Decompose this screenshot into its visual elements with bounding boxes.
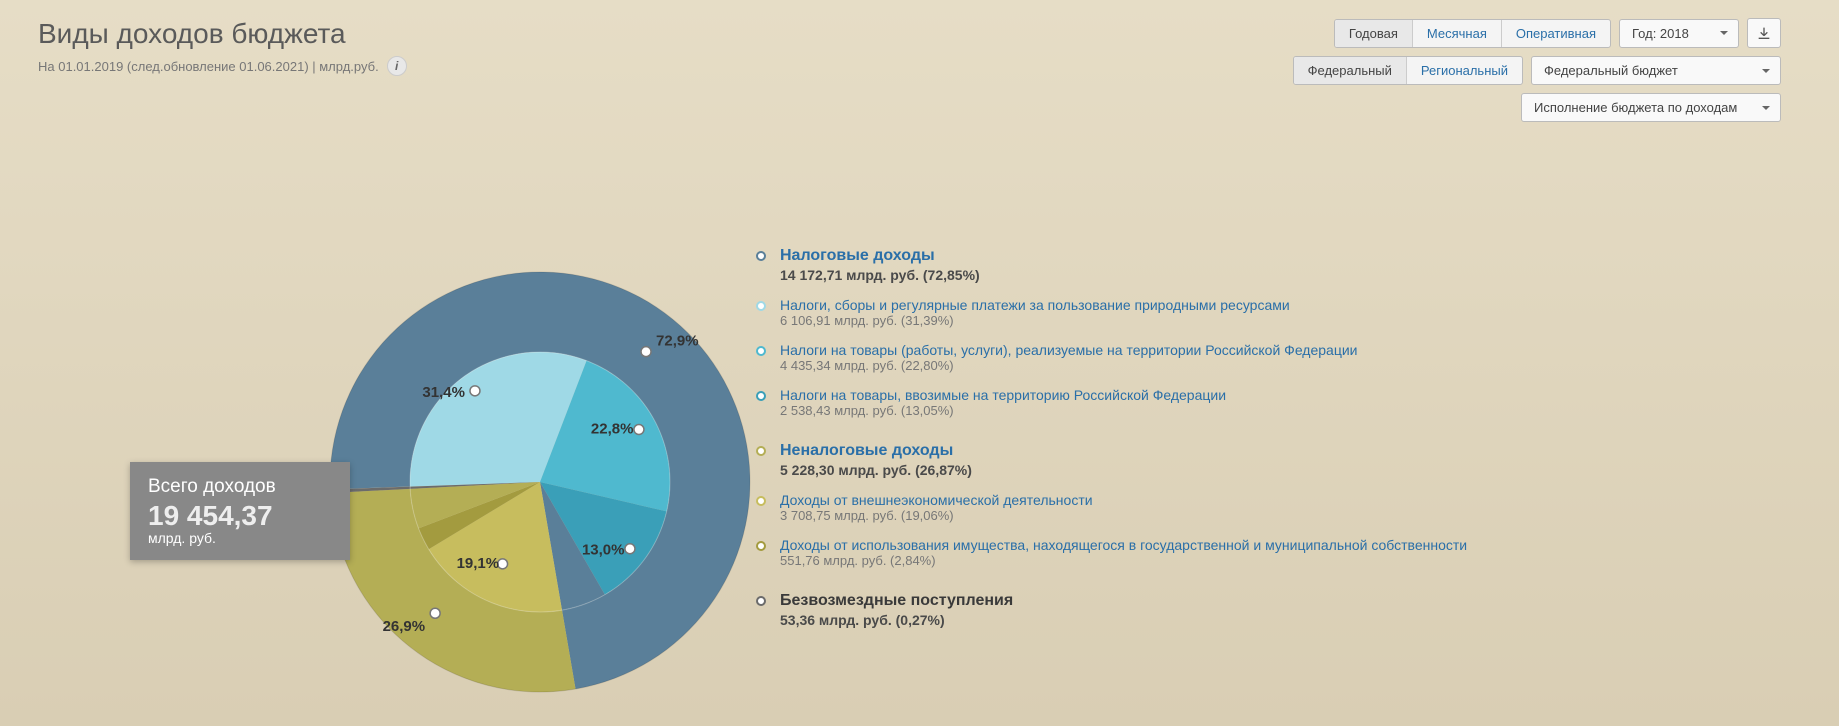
legend-dot <box>756 496 766 506</box>
legend-group-sum: 5 228,30 млрд. руб. (26,87%) <box>780 462 1530 478</box>
total-value: 19 454,37 <box>148 502 332 530</box>
metric-select-label: Исполнение бюджета по доходам <box>1534 100 1737 115</box>
legend-item-name[interactable]: Налоги, сборы и регулярные платежи за по… <box>780 297 1530 313</box>
pct-dot <box>625 544 635 554</box>
legend-item-name[interactable]: Налоги на товары (работы, услуги), реали… <box>780 342 1530 358</box>
page: Виды доходов бюджета На 01.01.2019 (след… <box>0 0 1839 726</box>
pct-label: 72,9% <box>656 333 699 350</box>
page-title: Виды доходов бюджета <box>38 18 407 50</box>
legend-group-title[interactable]: Неналоговые доходы <box>780 442 1530 460</box>
budget-select[interactable]: Федеральный бюджет <box>1531 56 1781 85</box>
download-button[interactable] <box>1747 18 1781 48</box>
year-select-label: Год: 2018 <box>1632 26 1689 41</box>
pie-chart: 72,9% 26,9% 31,4% 22,8% 13,0% 19,1% <box>320 232 780 726</box>
legend-block: Неналоговые доходы 5 228,30 млрд. руб. (2… <box>780 442 1530 568</box>
pct-dot <box>641 347 651 357</box>
header: Виды доходов бюджета На 01.01.2019 (след… <box>0 0 1839 122</box>
legend-item: Налоги на товары (работы, услуги), реали… <box>780 342 1530 373</box>
legend-block: Налоговые доходы 14 172,71 млрд. руб. (72… <box>780 247 1530 418</box>
legend-group-title[interactable]: Налоговые доходы <box>780 247 1530 265</box>
legend-item-name[interactable]: Доходы от внешнеэкономической деятельнос… <box>780 492 1530 508</box>
controls: Годовая Месячная Оперативная Год: 2018 Ф… <box>1293 18 1801 122</box>
legend-item: Доходы от использования имущества, наход… <box>780 537 1530 568</box>
period-segment: Годовая Месячная Оперативная <box>1334 19 1611 48</box>
legend-item: Налоги, сборы и регулярные платежи за по… <box>780 297 1530 328</box>
pct-label: 26,9% <box>383 618 426 635</box>
pct-dot <box>430 608 440 618</box>
budget-select-label: Федеральный бюджет <box>1544 63 1678 78</box>
legend-dot <box>756 541 766 551</box>
total-label: Всего доходов <box>148 476 332 498</box>
legend-group-title: Безвозмездные поступления <box>780 592 1530 610</box>
legend-item-name[interactable]: Доходы от использования имущества, наход… <box>780 537 1530 553</box>
legend-item-sum: 551,76 млрд. руб. (2,84%) <box>780 553 1530 568</box>
legend-dot <box>756 596 766 606</box>
level-segment: Федеральный Региональный <box>1293 56 1523 85</box>
total-box: Всего доходов 19 454,37 млрд. руб. <box>130 462 350 560</box>
main: Всего доходов 19 454,37 млрд. руб. 72,9%… <box>0 132 1839 726</box>
year-select[interactable]: Год: 2018 <box>1619 19 1739 48</box>
metric-select[interactable]: Исполнение бюджета по доходам <box>1521 93 1781 122</box>
legend-item-sum: 3 708,75 млрд. руб. (19,06%) <box>780 508 1530 523</box>
legend-item-name[interactable]: Налоги на товары, ввозимые на территорию… <box>780 387 1530 403</box>
pct-label: 22,8% <box>591 420 634 437</box>
pct-label: 19,1% <box>457 555 500 572</box>
download-icon <box>1756 25 1772 41</box>
info-icon[interactable]: i <box>387 56 407 76</box>
pct-label: 13,0% <box>582 542 625 559</box>
legend-block: Безвозмездные поступления 53,36 млрд. руб… <box>780 592 1530 628</box>
legend-item-sum: 2 538,43 млрд. руб. (13,05%) <box>780 403 1530 418</box>
period-operative-button[interactable]: Оперативная <box>1501 20 1610 47</box>
pct-dot <box>634 424 644 434</box>
period-annual-button[interactable]: Годовая <box>1335 20 1412 47</box>
legend-dot <box>756 346 766 356</box>
legend-item-sum: 4 435,34 млрд. руб. (22,80%) <box>780 358 1530 373</box>
legend-item: Доходы от внешнеэкономической деятельнос… <box>780 492 1530 523</box>
subtitle-text: На 01.01.2019 (след.обновление 01.06.202… <box>38 59 379 74</box>
legend-dot <box>756 251 766 261</box>
legend-group-sum: 14 172,71 млрд. руб. (72,85%) <box>780 267 1530 283</box>
level-regional-button[interactable]: Региональный <box>1406 57 1522 84</box>
total-unit: млрд. руб. <box>148 530 332 546</box>
legend-dot <box>756 446 766 456</box>
legend-dot <box>756 301 766 311</box>
legend-dot <box>756 391 766 401</box>
legend-item-sum: 6 106,91 млрд. руб. (31,39%) <box>780 313 1530 328</box>
title-block: Виды доходов бюджета На 01.01.2019 (след… <box>38 18 407 76</box>
legend-item: Налоги на товары, ввозимые на территорию… <box>780 387 1530 418</box>
pct-label: 31,4% <box>422 384 465 401</box>
subtitle-row: На 01.01.2019 (след.обновление 01.06.202… <box>38 56 407 76</box>
pct-dot <box>470 386 480 396</box>
level-federal-button[interactable]: Федеральный <box>1294 57 1406 84</box>
legend-group-sum: 53,36 млрд. руб. (0,27%) <box>780 612 1530 628</box>
legend: Налоговые доходы 14 172,71 млрд. руб. (72… <box>780 247 1530 652</box>
period-monthly-button[interactable]: Месячная <box>1412 20 1501 47</box>
